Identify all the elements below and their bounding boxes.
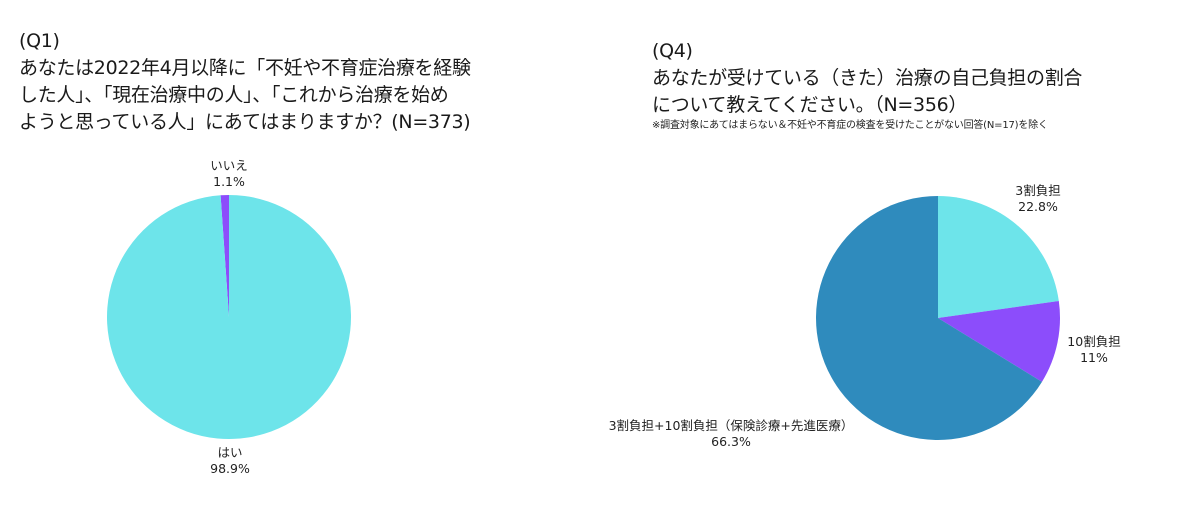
q1-slice-1 [220,195,229,317]
q1-slice-0 [107,195,351,439]
q4-slice-0 [938,196,1059,318]
q1-label-no-value: 1.1% [213,174,245,189]
q4-label-combined: 3割負担+10割負担（保険診療+先進医療） 66.3% [609,418,854,450]
q4-label-30pct-name: 3割負担 [1015,183,1061,198]
q1-label-yes: はい 98.9% [210,445,250,477]
q4-label-30pct: 3割負担 22.8% [1015,183,1060,215]
q4-title: (Q4) あなたが受けている（きた）治療の自己負担の割合 について教えてください… [652,38,1132,133]
q4-title-line-2: について教えてください。（N=356） [652,94,968,116]
q1-pie-chart [107,195,351,439]
q1-chart-panel: (Q1) あなたは2022年4月以降に「不妊や不育症治療を経験 した人」、「現在… [19,28,509,477]
q4-pie-chart [816,196,1060,440]
q1-label-yes-value: 98.9% [210,461,250,476]
q1-title-line-3: ようと思っている人」にあてはまりますか？(N=373) [19,111,471,133]
q4-label-combined-name: 3割負担+10割負担（保険診療+先進医療） [608,418,854,433]
q4-slice-2 [816,196,1042,440]
q1-question-number: (Q1) [19,30,60,52]
q4-exclusion-note: ※調査対象にあてはまらない＆不妊や不育症の検査を受けたことがない回答(N=17)… [652,120,1048,131]
q4-label-combined-value: 66.3% [711,434,751,449]
q4-title-line-1: あなたが受けている（きた）治療の自己負担の割合 [652,67,1083,89]
q1-label-yes-name: はい [217,445,243,460]
q1-title-line-1: あなたは2022年4月以降に「不妊や不育症治療を経験 [19,57,471,79]
q4-slice-1 [938,301,1060,382]
q1-label-no-name: いいえ [210,158,248,173]
q1-title: (Q1) あなたは2022年4月以降に「不妊や不育症治療を経験 した人」、「現在… [19,28,509,136]
q1-label-no: いいえ 1.1% [210,158,248,190]
q4-question-number: (Q4) [652,40,693,62]
q4-chart-panel: (Q4) あなたが受けている（きた）治療の自己負担の割合 について教えてください… [600,0,1200,512]
q4-label-100pct: 10割負担 11% [1067,334,1120,366]
q1-title-line-2: した人」、「現在治療中の人」、「これから治療を始め [19,84,449,106]
q4-label-30pct-value: 22.8% [1018,199,1058,214]
q4-label-100pct-value: 11% [1080,350,1108,365]
q4-label-100pct-name: 10割負担 [1067,334,1121,349]
